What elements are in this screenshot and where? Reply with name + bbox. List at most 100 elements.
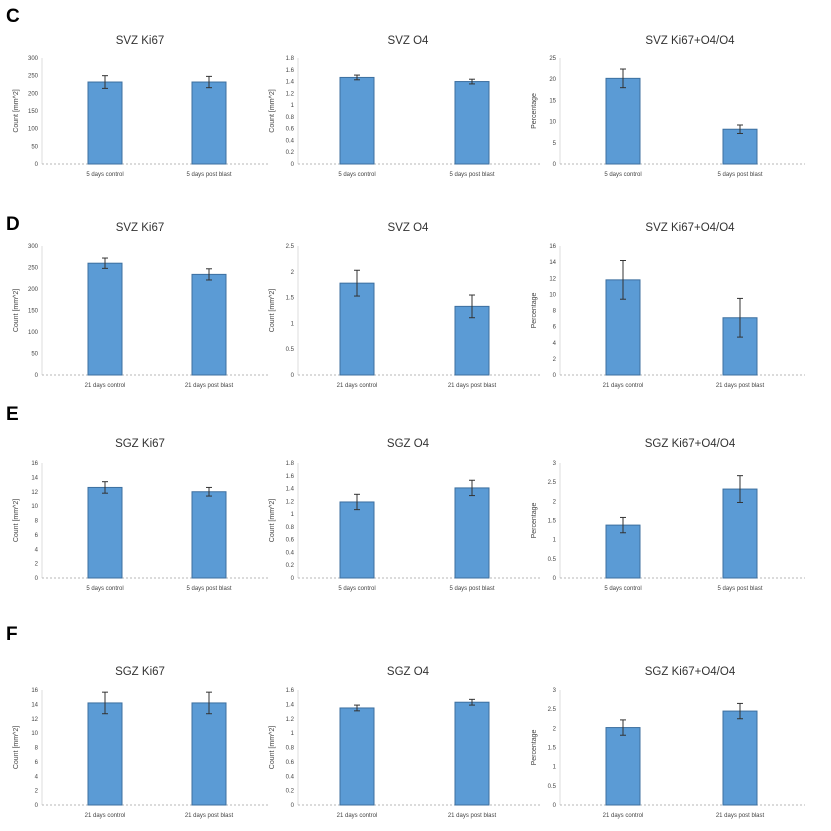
y-tick-label: 1 — [291, 512, 295, 518]
y-tick-label: 0 — [35, 373, 39, 379]
y-tick-label: 1.2 — [286, 499, 295, 505]
y-tick-label: 1.4 — [286, 80, 295, 86]
y-tick-label: 50 — [31, 144, 38, 150]
chart-title: SVZ Ki67+O4/O4 — [645, 35, 735, 47]
y-tick-label: 3 — [553, 688, 557, 694]
y-axis-label: Percentage — [531, 93, 538, 129]
category-label: 21 days post blast — [448, 383, 497, 389]
y-tick-label: 1.2 — [286, 717, 295, 723]
y-tick-label: 2.5 — [286, 244, 295, 250]
y-axis-label: Count [mm^2] — [13, 289, 20, 332]
category-label: 21 days control — [337, 383, 378, 389]
y-tick-label: 1.5 — [286, 296, 295, 302]
bar — [722, 488, 758, 579]
y-tick-label: 150 — [28, 309, 39, 315]
y-tick-label: 14 — [31, 475, 38, 481]
y-tick-label: 6 — [35, 533, 39, 539]
y-tick-label: 0.5 — [548, 557, 557, 563]
y-tick-label: 12 — [549, 276, 556, 282]
chart-title: SGZ Ki67+O4/O4 — [645, 438, 736, 450]
y-tick-label: 0 — [291, 162, 295, 168]
y-tick-label: 1.5 — [548, 746, 557, 752]
y-tick-label: 1.4 — [286, 702, 295, 708]
y-tick-label: 0 — [553, 162, 557, 168]
category-label: 5 days post blast — [186, 586, 231, 592]
y-tick-label: 3 — [553, 461, 557, 467]
bar — [87, 81, 123, 165]
chart-f-1: SGZ Ki67 Count [mm^2] 0 2 4 6 8 10 12 14 16 21 days… — [13, 666, 270, 819]
y-tick-label: 10 — [549, 120, 556, 126]
y-tick-label: 50 — [31, 352, 38, 358]
chart-e-3: SGZ Ki67+O4/O4 Percentage 0 0.5 1 1.5 2 2.5 3 5 d… — [531, 438, 805, 592]
y-tick-label: 200 — [28, 91, 39, 97]
chart-e-2: SGZ O4 Count [mm^2] 0 0.2 0.4 0.6 0.8 1 1.2 1.4 1.… — [269, 438, 540, 592]
category-label: 21 days control — [337, 813, 378, 819]
y-axis-label: Count [mm^2] — [269, 499, 276, 542]
y-tick-label: 2 — [553, 499, 557, 505]
y-tick-label: 2 — [553, 357, 557, 363]
y-tick-label: 0.2 — [286, 150, 295, 156]
panel-letter-f: F — [6, 624, 18, 645]
chart-e-1: SGZ Ki67 Count [mm^2] 0 2 4 6 8 10 12 14 16 5 days … — [13, 438, 270, 592]
y-tick-label: 300 — [28, 56, 39, 62]
y-tick-label: 0 — [35, 803, 39, 809]
y-tick-label: 1.6 — [286, 474, 295, 480]
y-tick-label: 15 — [549, 98, 556, 104]
y-tick-label: 0 — [35, 576, 39, 582]
y-tick-label: 0.6 — [286, 538, 295, 544]
y-axis-label: Percentage — [531, 292, 538, 328]
bar — [87, 262, 123, 376]
bar — [191, 702, 227, 806]
y-tick-label: 250 — [28, 74, 39, 80]
category-label: 5 days control — [604, 586, 641, 592]
category-label: 5 days post blast — [449, 172, 494, 178]
y-tick-label: 0.6 — [286, 127, 295, 133]
bar — [454, 701, 490, 806]
y-tick-label: 1.5 — [548, 519, 557, 525]
y-tick-label: 2.5 — [548, 480, 557, 486]
y-tick-label: 0.4 — [286, 550, 295, 556]
category-label: 5 days control — [604, 172, 641, 178]
y-tick-label: 25 — [549, 56, 556, 62]
bar — [454, 487, 490, 579]
category-label: 5 days post blast — [449, 586, 494, 592]
category-label: 5 days control — [86, 586, 123, 592]
category-label: 5 days post blast — [717, 586, 762, 592]
y-tick-label: 4 — [35, 774, 39, 780]
y-tick-label: 0.8 — [286, 115, 295, 121]
chart-title: SVZ Ki67 — [116, 35, 165, 47]
y-tick-label: 0.2 — [286, 563, 295, 569]
category-label: 5 days control — [338, 172, 375, 178]
chart-f-3: SGZ Ki67+O4/O4 Percentage 0 0.5 1 1.5 2 2.5 3 21 … — [531, 666, 805, 819]
y-tick-label: 0 — [291, 373, 295, 379]
y-tick-label: 1.6 — [286, 68, 295, 74]
category-label: 21 days control — [85, 383, 126, 389]
bar — [605, 524, 641, 579]
chart-d-2: SVZ O4 Count [mm^2] 0 0.5 1 1.5 2 2.5 21 days co… — [269, 222, 540, 389]
y-tick-label: 0.6 — [286, 760, 295, 766]
category-label: 5 days control — [86, 172, 123, 178]
y-tick-label: 0 — [291, 576, 295, 582]
category-label: 21 days control — [85, 813, 126, 819]
bar — [191, 491, 227, 579]
y-tick-label: 1.8 — [286, 56, 295, 62]
chart-d-1: SVZ Ki67 Count [mm^2] 0 50 100 150 200 250 300 21… — [13, 222, 270, 389]
y-tick-label: 0 — [553, 373, 557, 379]
y-tick-label: 0 — [553, 803, 557, 809]
y-tick-label: 0 — [35, 162, 39, 168]
y-tick-label: 0.5 — [548, 784, 557, 790]
chart-f-2: SGZ O4 Count [mm^2] 0 0.2 0.4 0.6 0.8 1 1.2 1.4 1.… — [269, 666, 540, 819]
y-tick-label: 200 — [28, 287, 39, 293]
y-tick-label: 0.8 — [286, 746, 295, 752]
bar — [722, 710, 758, 806]
category-label: 21 days control — [603, 383, 644, 389]
category-label: 21 days post blast — [448, 813, 497, 819]
chart-title: SGZ O4 — [387, 438, 430, 450]
y-tick-label: 20 — [549, 77, 556, 83]
y-tick-label: 8 — [35, 519, 39, 525]
chart-title: SGZ Ki67 — [115, 438, 165, 450]
chart-c-1: SVZ Ki67 Count [mm^2] 0 50 100 150 200 250 300 5 … — [13, 35, 270, 178]
chart-title: SGZ Ki67 — [115, 666, 165, 678]
y-axis-label: Count [mm^2] — [269, 289, 276, 332]
y-axis-label: Percentage — [531, 729, 538, 765]
